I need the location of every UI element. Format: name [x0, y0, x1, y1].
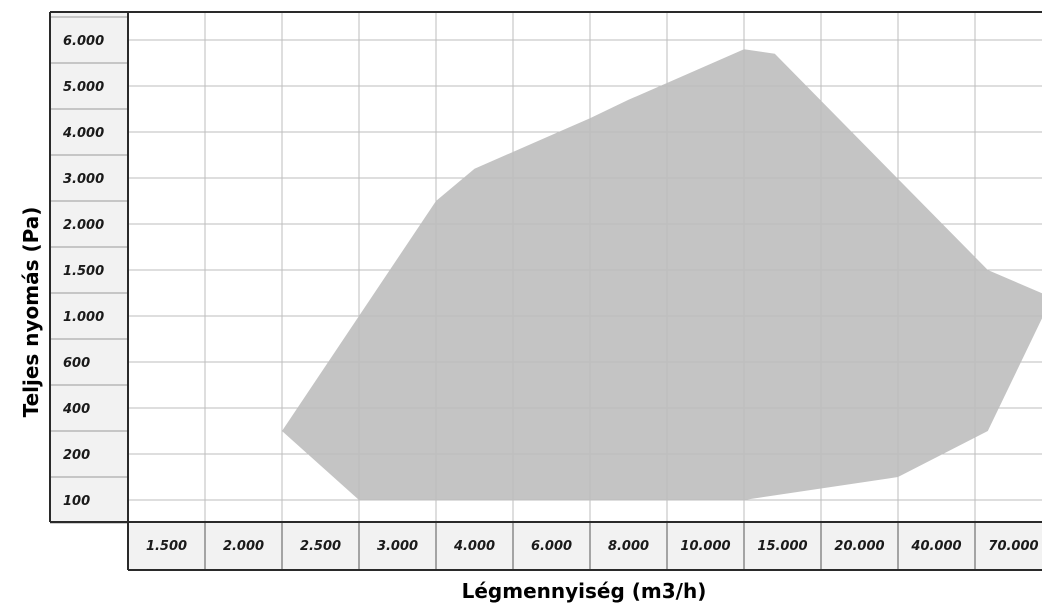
x-tick-label: 3.000 — [377, 539, 418, 554]
x-axis-title: Légmennyiség (m3/h) — [462, 579, 707, 603]
y-tick-label: 2.000 — [63, 218, 104, 233]
x-tick-label: 4.000 — [453, 539, 495, 554]
axes — [49, 11, 1042, 571]
grid — [50, 12, 1042, 570]
x-tick-label-band — [128, 522, 1042, 570]
y-tick-labels: 100 200 400 600 1.000 1.500 2.000 3.000 4.000 5.0… — [62, 34, 104, 509]
operating-range-area — [282, 49, 1042, 500]
x-tick-label: 8.000 — [608, 539, 649, 554]
y-tick-label: 1.000 — [63, 310, 104, 325]
x-tick-label: 40.000 — [910, 539, 961, 554]
y-tick-label: 200 — [63, 448, 90, 463]
y-tick-label: 100 — [63, 494, 90, 509]
y-tick-label: 1.500 — [63, 264, 104, 279]
y-axis-title: Teljes nyomás (Pa) — [19, 207, 43, 418]
y-tick-label: 5.000 — [63, 80, 104, 95]
y-tick-label: 4.000 — [62, 126, 104, 141]
x-tick-label: 20.000 — [834, 539, 884, 554]
x-tick-label: 6.000 — [531, 539, 572, 554]
y-tick-label: 3.000 — [63, 172, 104, 187]
x-tick-label: 10.000 — [680, 539, 730, 554]
x-tick-label: 1.500 — [146, 539, 187, 554]
x-tick-labels: 1.500 2.000 2.500 3.000 4.000 6.000 8.000 10.00… — [146, 539, 1039, 554]
x-tick-label: 70.000 — [988, 539, 1038, 554]
y-tick-label: 6.000 — [63, 34, 104, 49]
y-tick-label: 600 — [63, 356, 90, 371]
x-tick-label: 15.000 — [757, 539, 807, 554]
x-tick-label: 2.500 — [300, 539, 341, 554]
y-tick-label-band — [50, 12, 128, 522]
y-tick-label: 400 — [62, 402, 90, 417]
x-tick-label: 2.000 — [223, 539, 264, 554]
